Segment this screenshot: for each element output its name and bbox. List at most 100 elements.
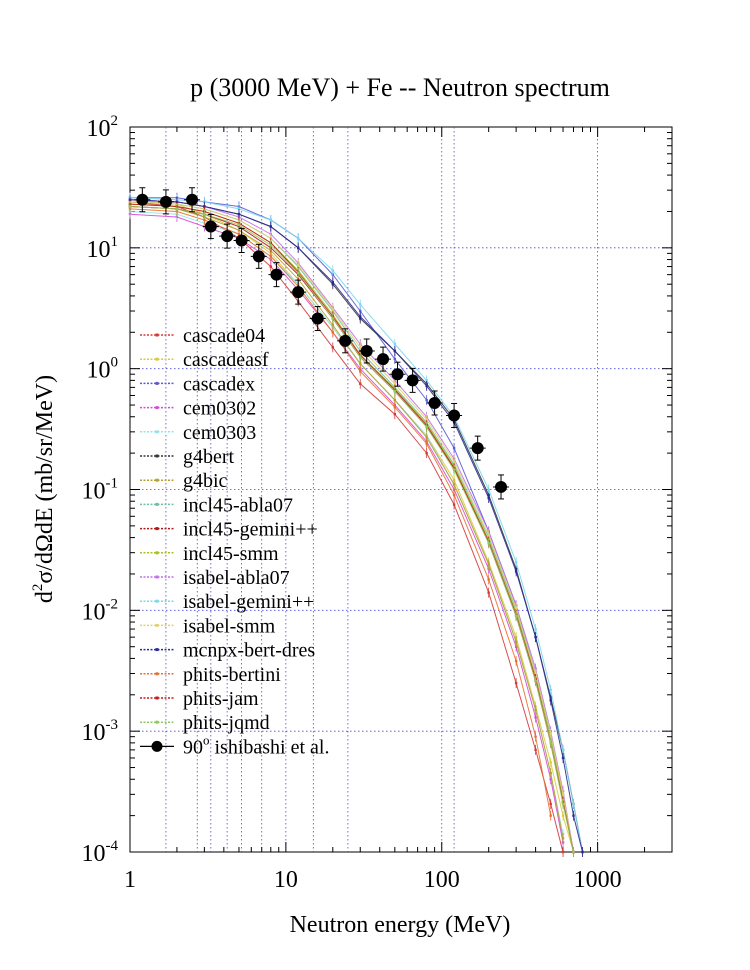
exp-point (391, 368, 404, 381)
exp-point (377, 353, 390, 366)
series-point-cascade04 (269, 265, 272, 268)
legend-marker-g4bert (155, 454, 159, 458)
series-point-isabel-smm (425, 418, 428, 421)
legend-marker-mcnpx-bert-dres (155, 648, 159, 652)
series-point-cascadex (452, 446, 456, 450)
y-tick-exp: -2 (106, 596, 119, 612)
series-point-mcnpx-bert-dres (237, 212, 241, 216)
series-point-mcnpx-bert-dres (359, 315, 362, 318)
y-axis-label: d2σ/dΩdE (mb/sr/MeV) (30, 375, 58, 603)
series-point-isabel-smm (487, 533, 490, 537)
series-point-isabel-smm (549, 732, 552, 736)
series-point-cascade04 (393, 412, 397, 416)
y-tick-base: 10 (82, 720, 106, 746)
series-point-phits-bertini (425, 442, 428, 445)
series-point-phits-jqmd (561, 802, 565, 806)
legend-marker-cascade04 (155, 333, 159, 337)
series-point-mcnpx-bert-dres (534, 635, 537, 639)
series-point-phits-jqmd (331, 317, 334, 320)
y-tick-label-6: 10-4 (82, 838, 119, 867)
series-point-phits-bertini (549, 814, 552, 817)
exp-point (428, 396, 441, 409)
chart-title: p (3000 MeV) + Fe -- Neutron spectrum (190, 73, 610, 102)
x-tick-label-1: 10 (274, 867, 298, 893)
series-point-cascade04 (359, 382, 362, 385)
series-point-isabel-gemini++ (561, 748, 565, 752)
x-axis-label: Neutron energy (MeV) (290, 912, 511, 938)
legend-exp-rest: ishibashi et al. (210, 736, 330, 758)
series-point-mcnpx-bert-dres (561, 756, 565, 760)
legend-label-phits-jqmd: phits-jqmd (183, 712, 270, 734)
exp-point (221, 230, 234, 243)
legend-label-cem0302: cem0302 (183, 398, 256, 420)
series-point-isabel-smm (561, 793, 565, 796)
exp-point (204, 220, 217, 233)
series-point-cem0302 (452, 488, 456, 491)
series-point-g4bic (452, 483, 456, 486)
series-point-mcnpx-bert-dres (269, 225, 272, 228)
exp-point (235, 234, 248, 247)
y-tick-base: 10 (82, 599, 106, 625)
series-point-phits-bertini (331, 331, 334, 334)
series-point-g4bic (549, 771, 552, 775)
legend-marker-cascadex (155, 381, 159, 385)
series-point-phits-bertini (487, 578, 490, 581)
exp-point (495, 480, 508, 493)
series-point-cascade04 (549, 802, 552, 806)
series-point-cem0302 (514, 645, 518, 648)
legend-label-incl45-smm: incl45-smm (183, 543, 279, 565)
x-tick-labels: 1 10 100 1000 (124, 867, 622, 893)
series-point-mcnpx-bert-dres (581, 850, 584, 854)
series-point-mcnpx-bert-dres (297, 246, 300, 250)
series-point-cascade04 (561, 850, 565, 854)
series-point-g4bic (425, 436, 428, 439)
series-point-isabel-smm (297, 263, 300, 267)
y-tick-label-2: 100 (87, 355, 119, 384)
series-point-cascadeasf (561, 814, 565, 817)
series-point-mcnpx-bert-dres (514, 570, 518, 573)
exp-point (406, 374, 419, 387)
series-point-phits-bertini (237, 232, 241, 236)
y-tick-label-5: 10-3 (82, 717, 119, 746)
legend-marker-incl45-abla07 (155, 502, 159, 506)
series-point-cascadeasf (549, 761, 552, 764)
y-tick-base: 10 (87, 237, 111, 263)
series-line-cem0302 (129, 213, 564, 843)
y-axis-label-sup: 2 (30, 584, 46, 592)
legend-marker-isabel-smm (155, 623, 159, 627)
series-point-cascadex (393, 357, 397, 361)
series-point-phits-jqmd (359, 355, 362, 359)
legend-label-incl45-abla07: incl45-abla07 (183, 494, 293, 516)
series-point-phits-bertini (452, 493, 456, 497)
series-point-mcnpx-bert-dres (331, 280, 334, 284)
series-point-g4bic (359, 362, 362, 365)
series-point-phits-jqmd (128, 205, 132, 208)
series-point-g4bic (393, 398, 397, 402)
series-point-isabel-gemini++ (549, 688, 552, 691)
legend-marker-phits-bertini (155, 672, 159, 676)
series-point-phits-bertini (393, 405, 397, 409)
exp-point (270, 268, 283, 281)
exp-point (159, 195, 172, 208)
series-point-cascadex (425, 398, 428, 402)
series-point-cascade04 (487, 591, 490, 594)
y-axis-label-prefix: d (32, 591, 58, 603)
y-tick-base: 10 (82, 841, 106, 867)
series-point-phits-jqmd (549, 741, 552, 745)
series-point-isabel-gemini++ (425, 379, 428, 382)
series-point-cascade04 (514, 681, 518, 685)
y-tick-exp: 2 (111, 113, 119, 129)
series-point-isabel-smm (359, 346, 362, 349)
legend-label-incl45-gemini++: incl45-gemini++ (183, 519, 318, 541)
series-point-mcnpx-bert-dres (203, 205, 206, 208)
series-point-g4bic (534, 708, 537, 712)
series-line-isabel-gemini++ (129, 197, 583, 853)
series-point-phits-jqmd (269, 244, 272, 247)
legend-marker-incl45-smm (155, 551, 159, 555)
series-point-g4bic (331, 323, 334, 327)
exp-point (339, 334, 352, 347)
x-tick-label-0: 1 (124, 867, 136, 893)
y-tick-exp: -1 (106, 476, 119, 492)
